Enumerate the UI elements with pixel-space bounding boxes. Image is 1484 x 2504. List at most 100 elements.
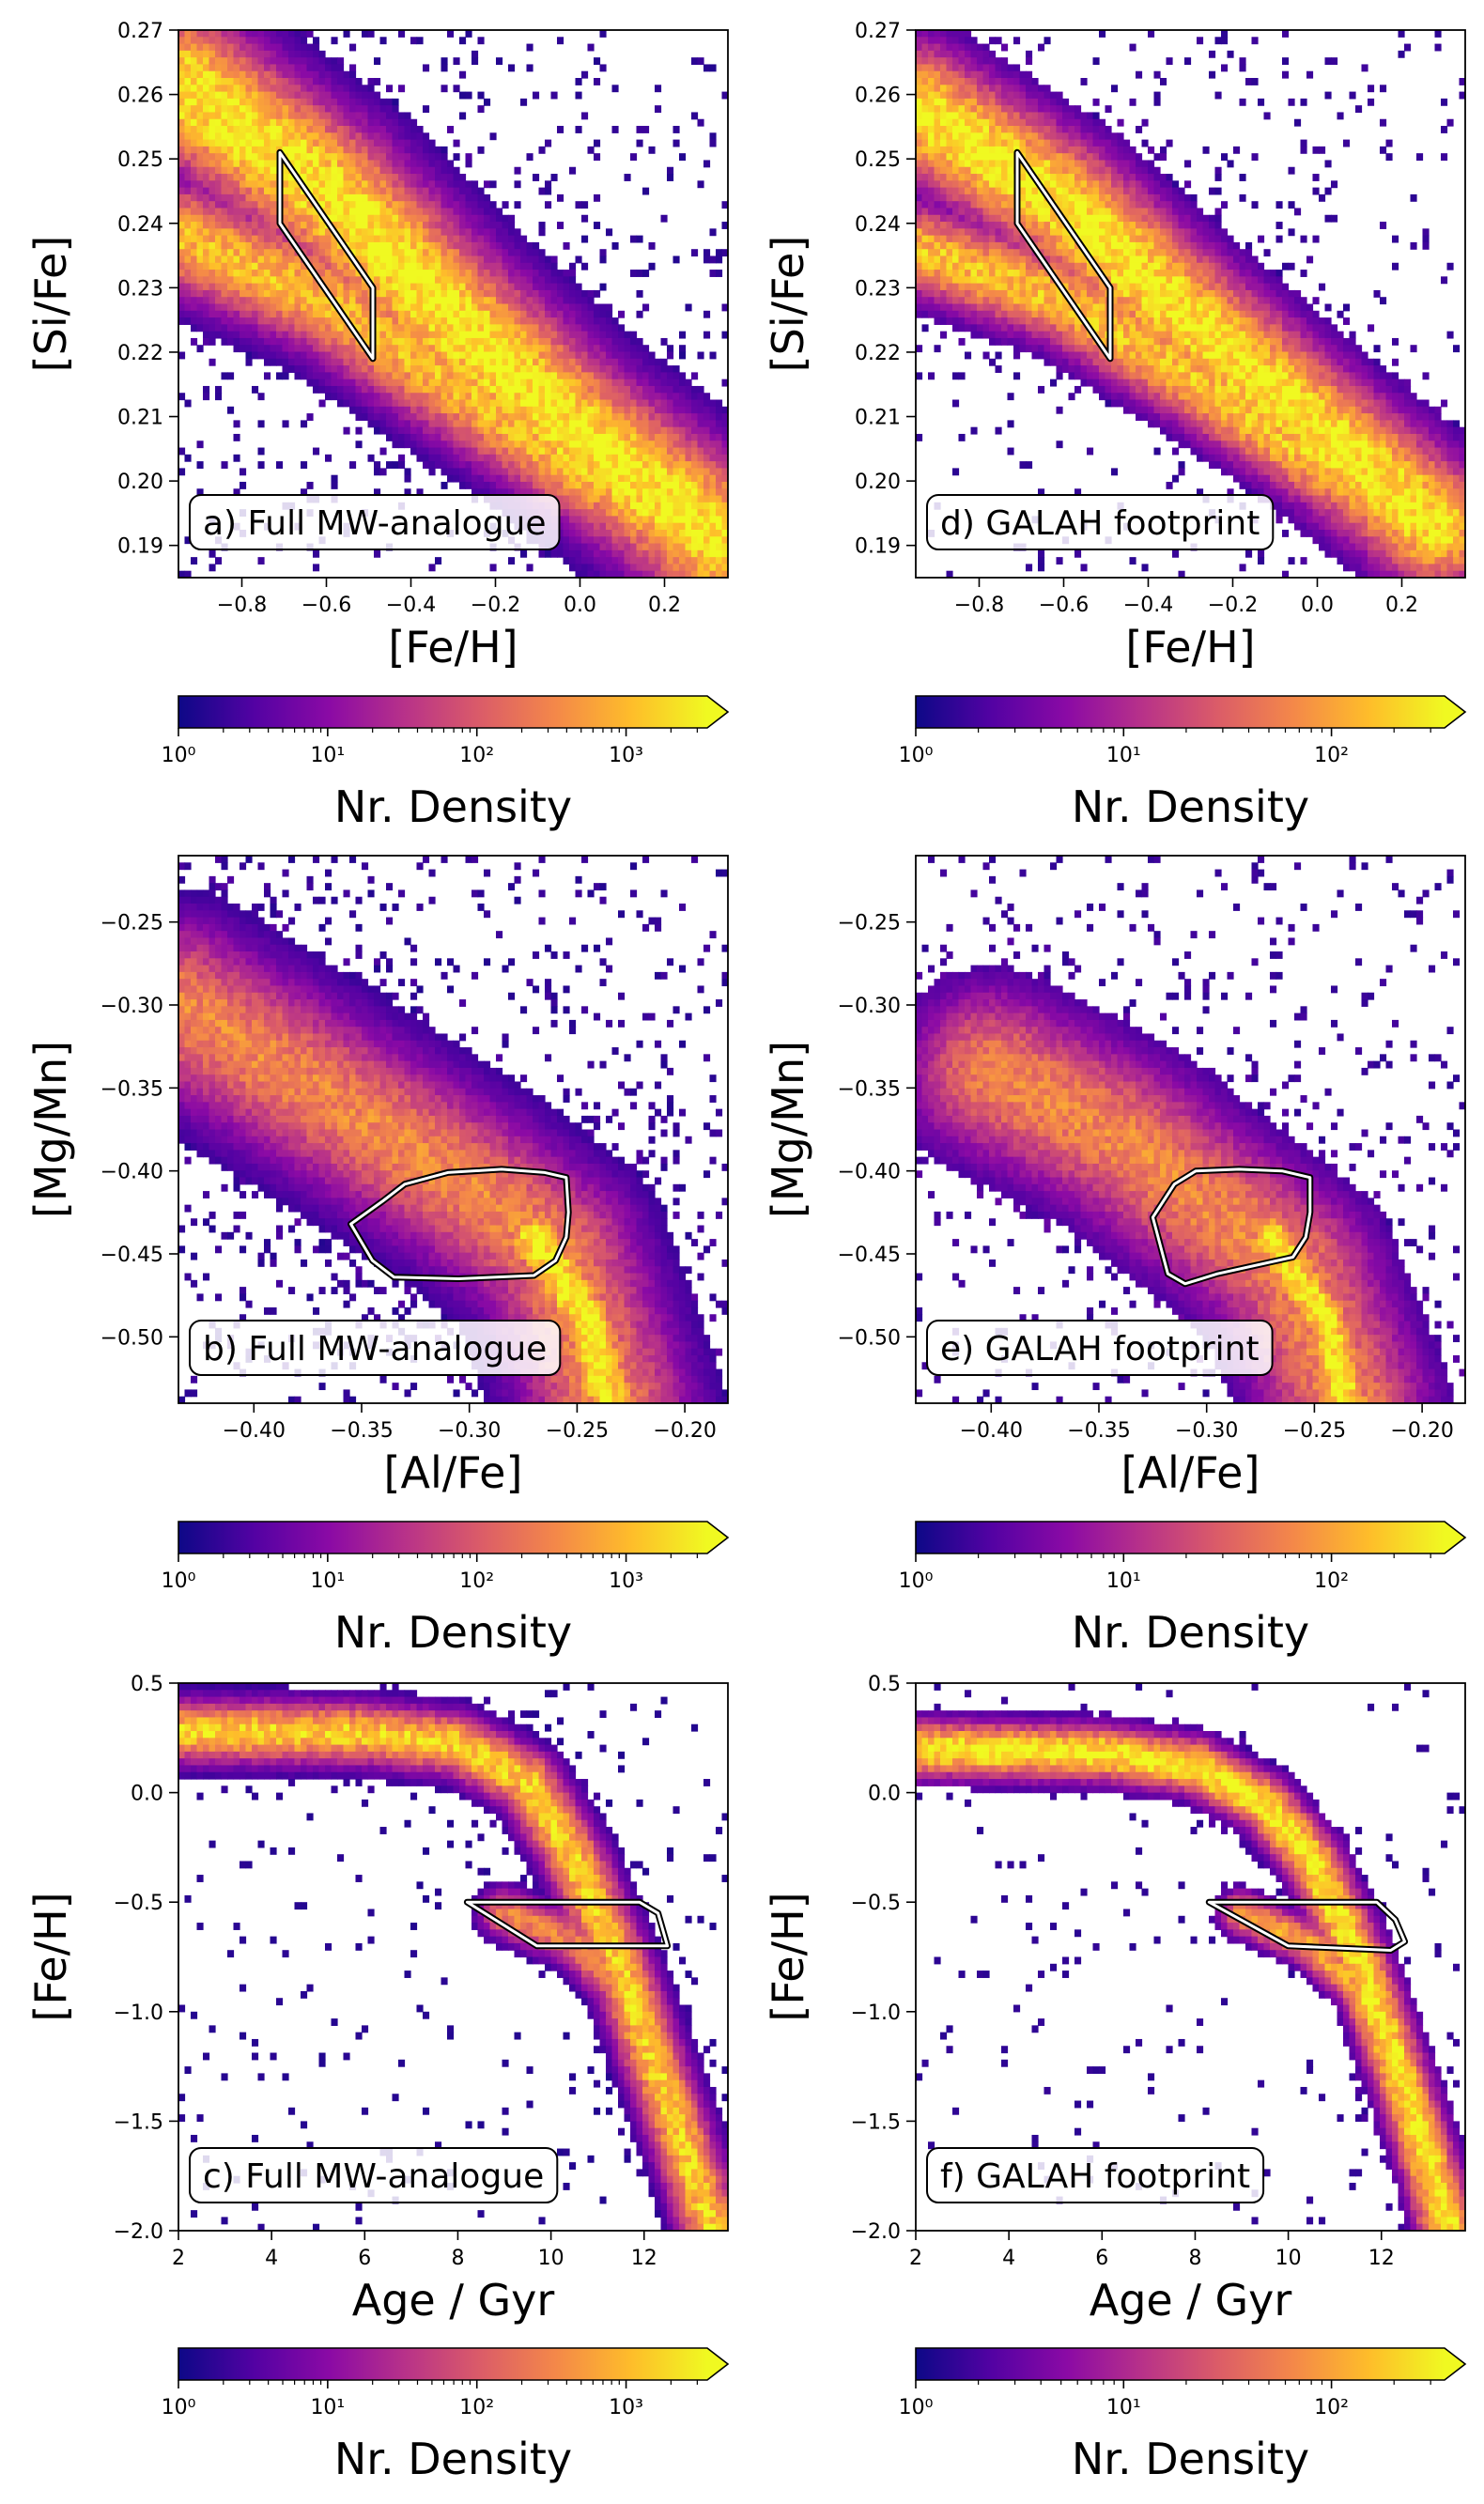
density-cell — [459, 441, 467, 449]
density-cell — [355, 214, 363, 223]
density-cell — [940, 310, 948, 318]
density-cell — [952, 214, 960, 223]
density-cell — [921, 241, 929, 250]
density-cell — [630, 468, 638, 476]
density-cell — [721, 413, 728, 421]
density-cell — [496, 255, 503, 264]
density-cell — [257, 276, 265, 285]
density-cell — [977, 118, 984, 127]
density-cell — [679, 399, 687, 408]
density-cell — [587, 543, 595, 551]
colorbar-tick-label: 10¹ — [310, 744, 345, 767]
density-cell — [611, 536, 619, 545]
density-cell — [184, 255, 192, 264]
density-cell — [581, 317, 589, 325]
density-cell — [331, 474, 338, 483]
density-cell — [533, 317, 540, 325]
density-cell — [355, 193, 363, 202]
density-cell — [514, 447, 521, 456]
density-cell — [318, 337, 326, 346]
density-cell — [934, 139, 941, 147]
density-cell — [374, 365, 381, 373]
density-cell — [264, 331, 271, 339]
density-cell — [489, 180, 497, 189]
density-cell — [1007, 85, 1014, 93]
density-cell — [196, 222, 204, 229]
density-cell — [563, 241, 570, 250]
density-cell — [379, 310, 387, 318]
density-cell — [227, 270, 235, 277]
density-cell — [215, 78, 223, 85]
density-cell — [928, 118, 935, 127]
density-cell — [441, 201, 448, 209]
density-cell — [416, 413, 424, 421]
density-cell — [325, 317, 332, 325]
density-cell — [392, 393, 399, 401]
density-cell — [362, 249, 369, 257]
density-cell — [282, 372, 289, 380]
density-cell — [196, 57, 204, 66]
density-cell — [191, 112, 198, 120]
density-cell — [545, 187, 552, 195]
density-cell — [514, 406, 521, 414]
density-cell — [514, 241, 521, 250]
density-cell — [970, 118, 978, 127]
density-cell — [453, 270, 460, 277]
density-cell — [946, 208, 953, 216]
density-cell — [636, 372, 643, 380]
density-cell — [703, 488, 711, 497]
density-cell — [288, 64, 296, 72]
density-cell — [252, 337, 259, 346]
density-cell — [416, 488, 424, 497]
density-cell — [276, 78, 284, 85]
density-cell — [355, 208, 363, 216]
density-cell — [264, 193, 271, 202]
density-cell — [952, 57, 960, 66]
density-cell — [301, 201, 308, 209]
density-cell — [563, 297, 570, 305]
density-cell — [447, 160, 455, 168]
density-cell — [416, 262, 424, 270]
density-cell — [240, 297, 247, 305]
density-cell — [655, 468, 662, 476]
density-cell — [386, 420, 394, 428]
density-cell — [526, 379, 533, 387]
density-cell — [538, 283, 546, 291]
density-cell — [264, 118, 271, 127]
density-cell — [441, 310, 448, 318]
density-cell — [721, 91, 728, 100]
density-cell — [636, 426, 643, 435]
density-cell — [294, 160, 301, 168]
density-cell — [581, 468, 589, 476]
density-cell — [489, 433, 497, 441]
density-cell — [606, 324, 613, 332]
density-cell — [386, 235, 394, 243]
density-cell — [191, 317, 198, 325]
density-cell — [313, 385, 320, 394]
density-cell — [611, 413, 619, 421]
density-cell — [477, 214, 485, 223]
density-cell — [477, 276, 485, 285]
density-cell — [538, 549, 546, 558]
density-cell — [587, 317, 595, 325]
density-cell — [587, 461, 595, 469]
density-cell — [660, 385, 668, 394]
density-cell — [318, 57, 326, 66]
density-cell — [257, 393, 265, 401]
density-cell — [392, 426, 399, 435]
density-cell — [416, 132, 424, 141]
colorbar-outline — [178, 695, 730, 729]
density-cell — [257, 43, 265, 52]
density-cell — [569, 297, 577, 305]
density-cell — [952, 228, 960, 237]
density-cell — [1007, 105, 1014, 114]
density-cell — [599, 317, 607, 325]
density-cell — [691, 543, 699, 551]
density-cell — [630, 502, 638, 510]
density-cell — [355, 426, 363, 435]
density-cell — [581, 324, 589, 332]
density-cell — [1001, 276, 1009, 285]
density-cell — [374, 187, 381, 195]
density-cell — [672, 570, 680, 578]
density-cell — [667, 393, 674, 401]
